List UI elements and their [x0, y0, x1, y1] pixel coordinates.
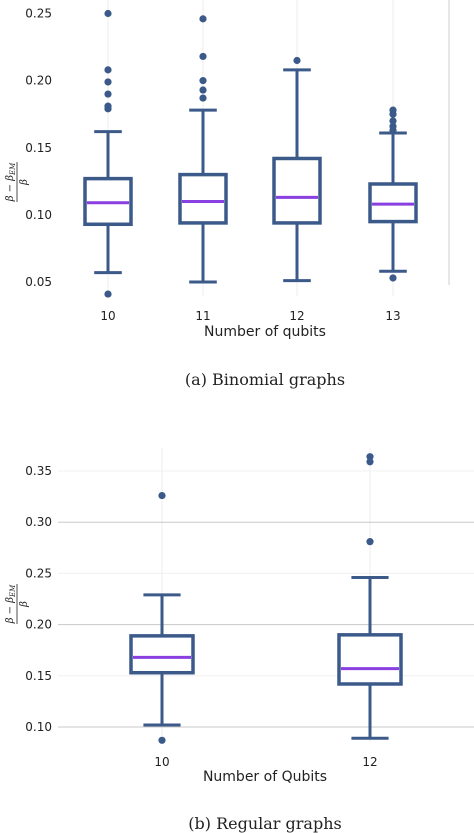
regular-x-axis-label: Number of Qubits	[203, 769, 327, 785]
outlier-point	[389, 122, 397, 130]
outlier-point	[199, 94, 207, 102]
y-tick-label: 0.30	[25, 515, 52, 529]
iqr-box	[129, 634, 195, 675]
y-tick-label: 0.20	[25, 618, 52, 632]
y-label-subscript: EM	[9, 162, 17, 176]
binomial-chart: 0.05 0.10 0.15 0.20 0.25 10 11 12 13 Number of …	[5, 0, 450, 389]
regular-y-axis-label: β − βEM β	[5, 584, 30, 624]
y-tick-label: 0.10	[25, 208, 52, 222]
box-11	[178, 15, 228, 284]
binomial-y-ticks: 0.05 0.10 0.15 0.20 0.25	[25, 7, 52, 290]
outlier-point	[158, 736, 166, 744]
regular-caption: (b) Regular graphs	[188, 814, 341, 833]
outlier-point	[104, 90, 112, 98]
x-tick-label: 12	[362, 755, 377, 769]
x-tick-label: 10	[154, 755, 169, 769]
outlier-point	[366, 458, 374, 466]
outlier-point	[293, 56, 301, 65]
box-10	[129, 491, 195, 744]
x-tick-label: 10	[100, 309, 115, 323]
outlier-point	[199, 52, 207, 61]
outlier-point	[104, 102, 112, 110]
iqr-box	[337, 633, 403, 686]
outlier-point	[104, 78, 112, 86]
y-label-numerator: β − β	[5, 597, 16, 625]
y-label-subscript: EM	[9, 584, 17, 598]
outlier-point	[199, 15, 207, 23]
outlier-point	[104, 290, 112, 298]
regular-y-ticks: 0.10 0.15 0.20 0.25 0.30 0.35	[25, 464, 52, 734]
outlier-point	[366, 538, 374, 546]
y-tick-label: 0.35	[25, 464, 52, 478]
svg-text:β − βEM: β − βEM	[5, 162, 17, 202]
outlier-point	[366, 453, 374, 461]
regular-boxes	[129, 453, 403, 744]
outlier-point	[199, 77, 207, 85]
y-tick-label: 0.15	[25, 669, 52, 683]
iqr-box	[178, 172, 228, 225]
x-tick-label: 13	[385, 309, 400, 323]
regular-chart: 0.10 0.15 0.20 0.25 0.30 0.35 10 12 Number of …	[5, 448, 474, 833]
outlier-point	[389, 274, 397, 282]
y-tick-label: 0.15	[25, 141, 52, 155]
y-tick-label: 0.20	[25, 74, 52, 88]
binomial-x-ticks: 10 11 12 13	[100, 309, 400, 323]
outlier-point	[389, 117, 397, 125]
outlier-point	[199, 86, 207, 94]
box-13	[368, 106, 418, 282]
iqr-box	[368, 182, 418, 224]
y-tick-label: 0.10	[25, 720, 52, 734]
binomial-caption: (a) Binomial graphs	[185, 370, 345, 389]
outlier-point	[104, 66, 112, 74]
binomial-boxes	[83, 9, 418, 298]
y-label-numerator: β − β	[5, 175, 16, 203]
regular-x-ticks: 10 12	[154, 755, 377, 769]
y-tick-label: 0.25	[25, 7, 52, 21]
x-tick-label: 12	[289, 309, 304, 323]
box-12	[272, 56, 322, 283]
binomial-x-axis-label: Number of qubits	[204, 324, 326, 340]
binomial-grid	[107, 0, 450, 296]
y-tick-label: 0.25	[25, 566, 52, 580]
outlier-point	[104, 9, 112, 18]
y-label-denominator: β	[19, 179, 30, 186]
binomial-y-axis-label: β − βEM β	[5, 162, 30, 202]
regular-grid	[58, 448, 474, 742]
outlier-point	[389, 106, 397, 114]
iqr-box	[272, 156, 322, 225]
y-tick-label: 0.05	[25, 275, 52, 289]
box-12	[337, 453, 403, 740]
x-tick-label: 11	[195, 309, 210, 323]
svg-text:β − βEM: β − βEM	[5, 584, 17, 624]
outlier-point	[158, 491, 166, 500]
y-label-denominator: β	[19, 601, 30, 608]
box-10	[83, 9, 133, 298]
